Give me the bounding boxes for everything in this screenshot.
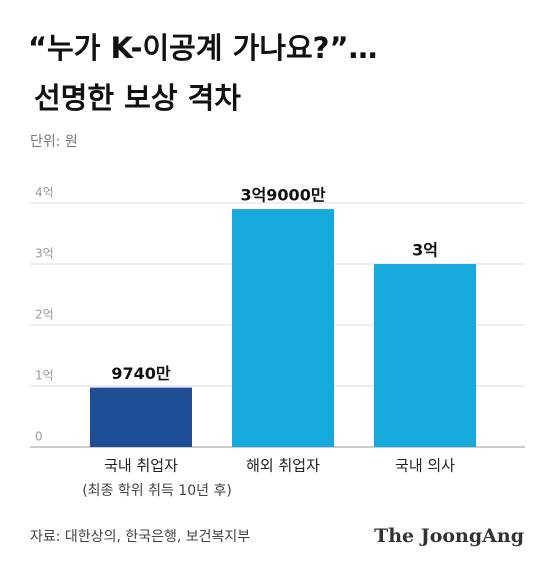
- category-note: (최종 학위 취득 10년 후): [82, 483, 232, 499]
- title-line: “누가 K-이공계 가나요?”…: [28, 31, 378, 65]
- bar: [374, 264, 476, 447]
- y-tick-label: 2억: [35, 308, 54, 322]
- y-tick-label: 1억: [35, 369, 54, 383]
- bar: [232, 209, 334, 447]
- title-line: 선명한 보상 격차: [34, 81, 241, 115]
- source: 자료: 대한상의, 한국은행, 보건복지부: [30, 529, 250, 545]
- x-tick-label: 국내 의사: [395, 457, 455, 475]
- data-label: 3억: [412, 241, 438, 260]
- unit-label: 단위: 원: [30, 134, 78, 150]
- publisher-logo: The JoongAng: [374, 525, 524, 547]
- data-label: 3억9000만: [240, 186, 325, 205]
- bar: [90, 387, 192, 447]
- data-label: 9740만: [111, 364, 171, 383]
- y-tick-label: 0: [35, 430, 43, 444]
- y-tick-label: 4억: [35, 186, 54, 200]
- x-tick-label: 국내 취업자: [104, 457, 178, 475]
- y-tick-label: 3억: [35, 247, 54, 261]
- x-tick-label: 해외 취업자: [246, 457, 320, 475]
